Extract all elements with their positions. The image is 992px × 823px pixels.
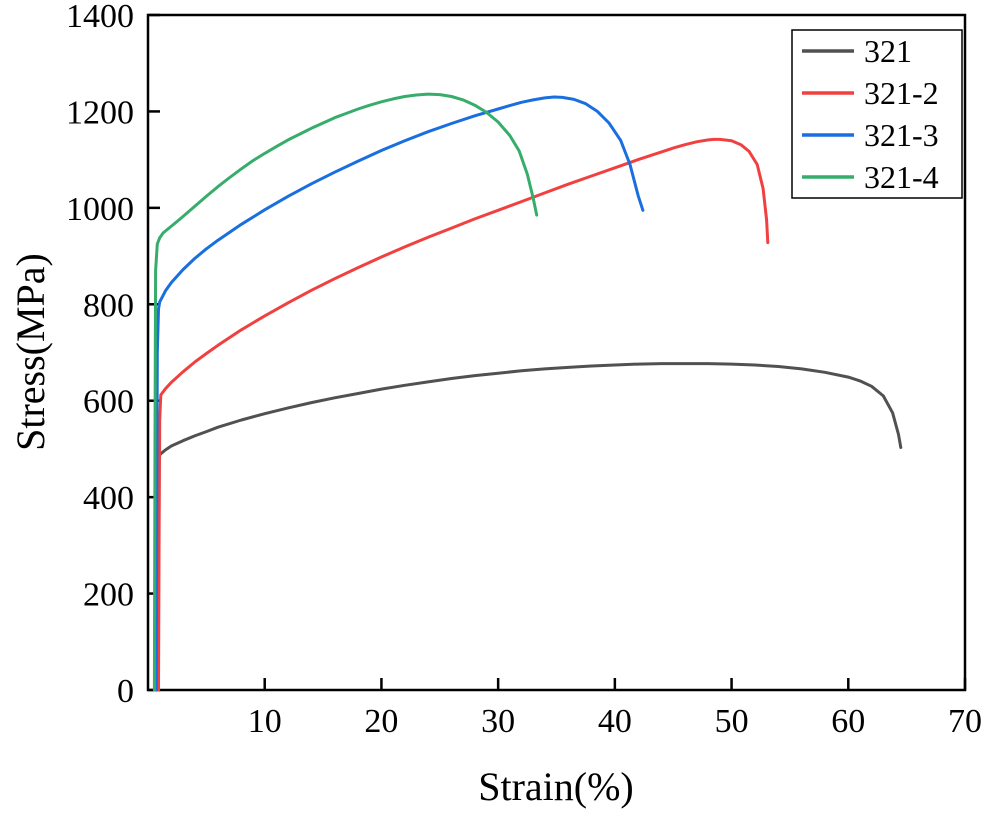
- x-tick-label: 30: [481, 703, 515, 740]
- y-tick-label: 800: [83, 287, 134, 324]
- y-tick-label: 1200: [66, 94, 134, 131]
- chart-layer: 10 20 30 40 50 60 70 0 200 400 600 800 1000 1200 1400 3…: [66, 0, 982, 740]
- legend-label-321-3: 321-3: [864, 117, 939, 153]
- y-tick-label: 200: [83, 577, 134, 614]
- legend-label-321-2: 321-2: [864, 75, 939, 111]
- x-tick-label: 50: [715, 703, 749, 740]
- x-axis-title: Strain(%): [478, 764, 634, 809]
- x-tick-label: 10: [248, 703, 282, 740]
- series-line-321-2: [157, 137, 770, 692]
- x-tick-label: 60: [831, 703, 865, 740]
- y-tick-label: 400: [83, 480, 134, 517]
- series-line-321-4: [152, 92, 539, 692]
- legend-box: [791, 29, 963, 199]
- series-line-321-3: [154, 95, 645, 692]
- x-tick-label: 70: [948, 703, 982, 740]
- y-tick-label: 1000: [66, 191, 134, 228]
- x-tick-label: 20: [364, 703, 398, 740]
- y-tick-label: 1400: [66, 0, 134, 35]
- legend-label-321-4: 321-4: [864, 159, 939, 195]
- y-tick-label: 600: [83, 384, 134, 421]
- y-tick-label: 0: [117, 673, 134, 710]
- series-line-321: [155, 362, 903, 692]
- plot-frame: [146, 13, 967, 692]
- x-tick-label: 40: [598, 703, 632, 740]
- y-axis-title: Stress(MPa): [8, 253, 53, 451]
- legend-label-321: 321: [864, 33, 912, 69]
